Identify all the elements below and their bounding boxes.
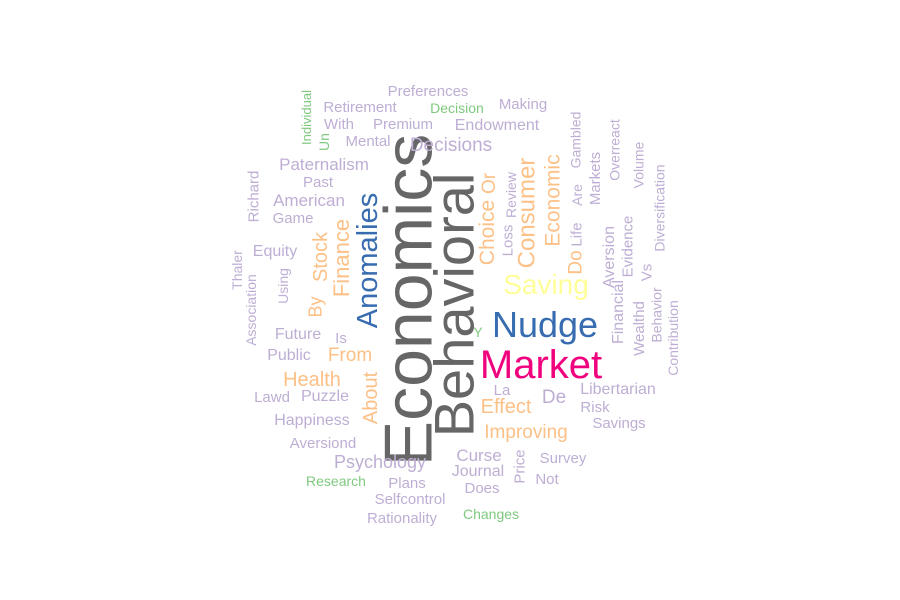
word-making: Making bbox=[498, 95, 548, 113]
word-vs: Vs bbox=[638, 263, 656, 281]
word-research: Research bbox=[306, 473, 366, 489]
word-about: About bbox=[359, 371, 382, 425]
word-price: Price bbox=[511, 448, 529, 484]
word-behavioral: Behavioral bbox=[421, 172, 485, 438]
word-from: From bbox=[327, 344, 373, 366]
word-individual: Individual bbox=[298, 89, 314, 145]
word-endowment: Endowment bbox=[454, 117, 540, 134]
word-la: La bbox=[493, 381, 511, 399]
word-not: Not bbox=[535, 470, 559, 488]
word-past: Past bbox=[302, 173, 333, 191]
word-psychology: Psychology bbox=[333, 452, 427, 472]
word-libertarian: Libertarian bbox=[580, 381, 656, 398]
word-retirement: Retirement bbox=[323, 98, 397, 116]
word-markets: Markets bbox=[587, 151, 605, 205]
word-curse: Curse bbox=[456, 445, 502, 465]
word-market: Market bbox=[479, 343, 603, 387]
word-aversiond: Aversiond bbox=[289, 434, 357, 452]
word-finance: Finance bbox=[329, 218, 354, 298]
word-savings: Savings bbox=[592, 414, 646, 432]
word-review: Review bbox=[503, 172, 519, 218]
word-or: Or bbox=[479, 172, 501, 194]
word-with: With bbox=[324, 115, 354, 133]
word-behavior: Behavior bbox=[648, 287, 665, 343]
word-wealthd: Wealthd bbox=[630, 300, 648, 356]
word-loss: Loss bbox=[499, 224, 517, 256]
word-rationality: Rationality bbox=[366, 509, 438, 527]
word-health: Health bbox=[283, 369, 341, 391]
word-journal: Journal bbox=[451, 463, 505, 480]
word-gambled: Gambled bbox=[567, 111, 583, 169]
word-stock: Stock bbox=[310, 231, 332, 283]
word-association: Association bbox=[243, 274, 259, 346]
word-plans: Plans bbox=[388, 474, 426, 492]
word-risk: Risk bbox=[580, 398, 610, 416]
word-volume: Volume bbox=[629, 141, 646, 189]
word-happiness: Happiness bbox=[274, 412, 350, 429]
word-game: Game bbox=[272, 209, 314, 227]
word-preferences: Preferences bbox=[387, 82, 469, 100]
word-decisions: Decisions bbox=[409, 134, 493, 156]
word-paternalism: Paternalism bbox=[279, 154, 369, 174]
word-premium: Premium bbox=[372, 115, 433, 133]
word-selfcontrol: Selfcontrol bbox=[374, 490, 446, 508]
word-equity: Equity bbox=[252, 243, 298, 260]
word-future: Future bbox=[274, 326, 322, 343]
word-changes: Changes bbox=[462, 506, 520, 522]
word-effect: Effect bbox=[480, 396, 532, 418]
word-evidence: Evidence bbox=[619, 215, 637, 277]
word-improving: Improving bbox=[484, 421, 568, 443]
word-saving: Saving bbox=[503, 269, 589, 300]
word-public: Public bbox=[267, 347, 311, 364]
word-using: Using bbox=[274, 268, 291, 304]
word-y: Y bbox=[473, 324, 483, 340]
word-economic: Economic bbox=[541, 153, 565, 247]
word-financial: Financial bbox=[610, 279, 627, 345]
word-aversion: Aversion bbox=[601, 226, 618, 288]
word-survey: Survey bbox=[539, 449, 587, 467]
word-do: Do bbox=[565, 249, 587, 275]
word-un: Un bbox=[316, 133, 332, 151]
word-american: American bbox=[273, 190, 345, 210]
word-anomalies: Anomalies bbox=[352, 192, 385, 328]
word-lawd: Lawd bbox=[254, 388, 290, 406]
word-does: Does bbox=[464, 479, 500, 497]
word-mental: Mental bbox=[345, 132, 391, 150]
word-life: Life bbox=[568, 221, 586, 247]
word-are: Are bbox=[568, 184, 585, 206]
word-is: Is bbox=[335, 329, 347, 347]
word-overreact: Overreact bbox=[607, 119, 623, 181]
word-choice: Choice bbox=[476, 199, 500, 265]
word-richard: Richard bbox=[245, 170, 263, 222]
word-puzzle: Puzzle bbox=[300, 388, 350, 405]
word-diversification: Diversification bbox=[651, 164, 668, 252]
word-nudge: Nudge bbox=[491, 304, 599, 345]
word-by: By bbox=[305, 296, 326, 318]
word-contribution: Contribution bbox=[665, 300, 681, 376]
word-de: De bbox=[541, 386, 567, 408]
word-decision: Decision bbox=[430, 100, 484, 116]
